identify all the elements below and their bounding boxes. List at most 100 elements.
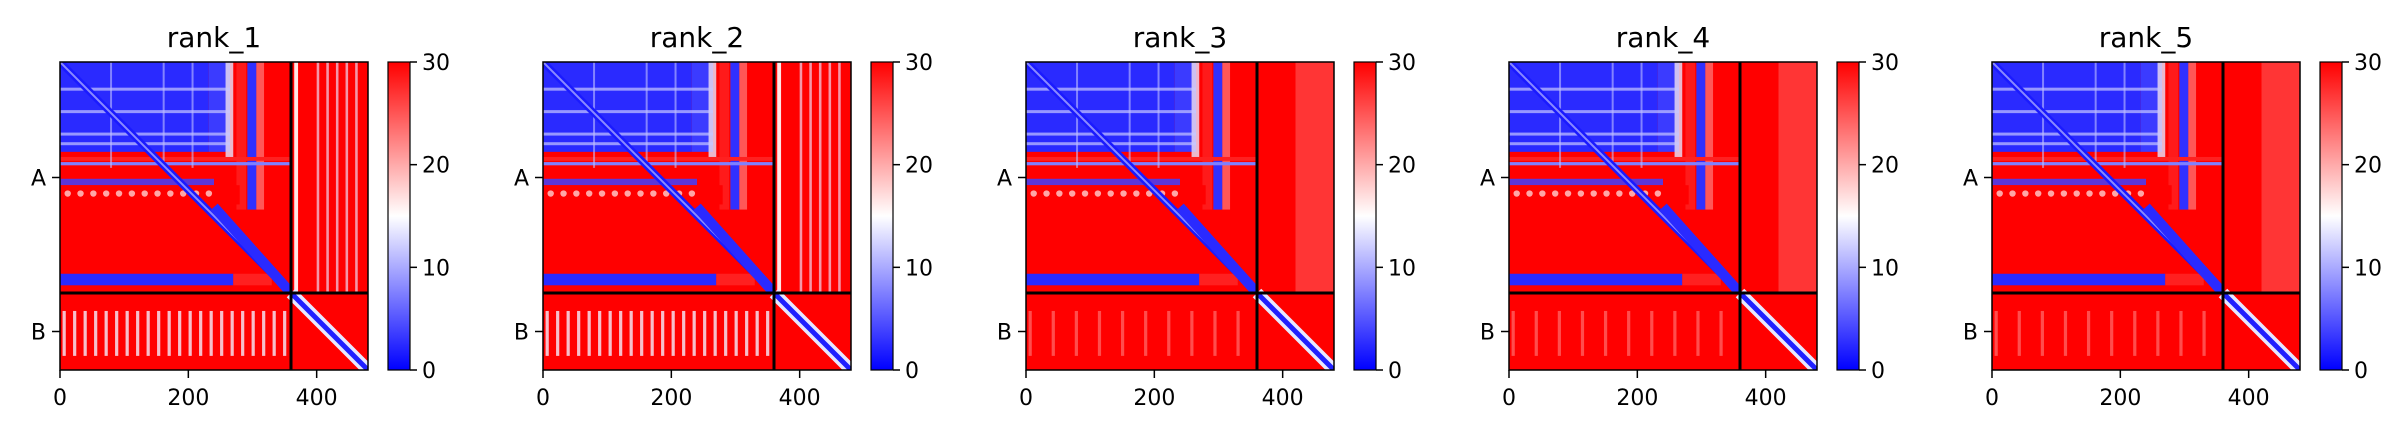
pae-interchain-b-stripe <box>1719 310 1723 356</box>
pae-pink-vband <box>1705 62 1714 210</box>
pae-vstripe <box>1128 62 1131 168</box>
pae-blob <box>560 190 567 197</box>
pae-hstripe <box>1026 110 1197 114</box>
pae-interchain-b-stripe <box>629 310 633 356</box>
pae-vstripe <box>1611 62 1614 168</box>
pae-vstripe <box>1640 62 1643 168</box>
heatmap-area <box>1026 62 1334 370</box>
pae-interchain-b-stripe <box>2040 310 2044 356</box>
x-tick-label: 200 <box>1616 386 1658 411</box>
pae-block-aa-edge <box>2140 62 2163 152</box>
pae-bottom-blue <box>543 273 717 286</box>
colorbar-tick-label: 10 <box>2354 256 2382 281</box>
pae-diagonal-tail <box>693 203 778 297</box>
pae-interchain-b-stripe <box>125 310 129 356</box>
pae-blob <box>1577 190 1585 197</box>
pae-interchain-b-stripe <box>146 310 150 356</box>
plot-frame <box>59 61 369 371</box>
pae-blob <box>688 190 696 197</box>
pae-blob <box>102 190 110 197</box>
pae-interchain-b-stripe <box>587 310 591 356</box>
pae-blob <box>179 190 187 197</box>
pae-bottom-blue <box>1992 273 2166 286</box>
colorbar-tick-label: 20 <box>1871 154 1899 179</box>
pae-mid-blue <box>1509 178 1663 186</box>
pae-red-hline <box>543 156 774 161</box>
pae-blob <box>77 190 84 197</box>
pae-interchain-b-stripe <box>671 310 675 356</box>
plot-frame <box>1991 61 2301 371</box>
colorbar-tick-label: 0 <box>1871 359 1885 384</box>
pae-interchain-b-stripe <box>1534 310 1538 356</box>
pae-bottom-blue <box>1026 273 1200 286</box>
pae-interchain-b-stripe <box>1603 310 1608 356</box>
pae-interchain-b-stripe <box>1673 310 1677 356</box>
pae-interchain-ba <box>1509 293 1740 370</box>
pae-block-aa-edge <box>1657 62 1680 152</box>
pae-interchain-b-stripe <box>262 310 266 356</box>
pae-interchain-b-stripe <box>2179 310 2183 356</box>
pae-hstripe <box>60 110 231 114</box>
pae-mid-red-2 <box>1509 185 1689 205</box>
pae-interchain-stripe <box>355 62 358 293</box>
pae-interchain-b-stripe <box>230 310 234 356</box>
pae-blob <box>1996 190 2003 197</box>
pae-interchain-b-stripe <box>94 310 98 356</box>
pae-interchain-tint <box>2261 62 2300 293</box>
pae-interchain-b-stripe <box>272 310 276 356</box>
pae-blue-hline <box>60 162 291 166</box>
pae-interchain-b-stripe <box>199 310 203 356</box>
pae-blob <box>141 190 148 197</box>
colorbar-frame <box>1353 61 1377 371</box>
pae-mid-red-2 <box>60 185 240 205</box>
pae-interchain-b-stripe <box>1994 310 1998 356</box>
heatmap-panel-4: rank_4 0 200 400 A B 0 10 20 30 <box>1480 21 1899 411</box>
x-tick-label: 0 <box>1985 386 1999 411</box>
pae-interchain-b-stripe <box>661 310 665 356</box>
pae-hstripe <box>543 110 714 114</box>
colorbar-tick-label: 20 <box>422 154 450 179</box>
colorbar-tick-label: 30 <box>1871 51 1899 76</box>
heatmap-area <box>60 62 368 370</box>
pae-blob <box>1056 190 1063 197</box>
y-tick-label: B <box>1480 321 1495 346</box>
pae-block-aa-edge <box>208 62 231 152</box>
pae-blob <box>128 190 136 197</box>
pae-interchain-stripe <box>326 62 329 293</box>
pae-interchain-b-stripe <box>83 310 87 356</box>
colorbar-tick-label: 0 <box>1388 359 1402 384</box>
pae-blob <box>1603 190 1610 197</box>
colorbar-tick-label: 10 <box>1388 256 1416 281</box>
colorbar-frame <box>387 61 411 371</box>
pae-vstripe <box>2094 62 2097 168</box>
pae-hstripe <box>1026 132 1197 136</box>
pae-interchain-b-stripe <box>73 310 77 356</box>
pae-blob <box>1551 190 1559 197</box>
pae-blob <box>2137 190 2145 197</box>
pae-blob <box>547 190 554 197</box>
pae-block-aa-edge <box>1174 62 1197 152</box>
pae-diagonal-b <box>772 291 851 370</box>
pae-interchain-b-stripe <box>1120 310 1125 356</box>
pae-interchain-b-stripe <box>2156 310 2160 356</box>
pae-interchain-b-stripe <box>167 310 171 356</box>
pae-diagonal-b <box>289 291 368 370</box>
y-tick-label: B <box>31 321 46 346</box>
pae-blob <box>1628 190 1636 197</box>
pae-hstripe <box>1509 110 1680 114</box>
pae-blob <box>624 190 631 197</box>
pae-interchain-b-stripe <box>2202 310 2206 356</box>
pae-interchain-stripe <box>335 62 339 293</box>
pae-mid-red <box>60 168 208 179</box>
pae-mid-red-2 <box>543 185 723 205</box>
pae-hstripe <box>1992 87 2163 91</box>
pae-blob <box>1081 190 1089 197</box>
pae-blue-vband <box>2179 62 2189 210</box>
pae-blob <box>115 190 123 197</box>
heatmap-panel-1: rank_1 0 200 400 A B 0 10 20 30 <box>31 21 450 411</box>
x-tick-label: 400 <box>2228 386 2270 411</box>
pae-hstripe <box>543 87 714 91</box>
colorbar-tick-label: 0 <box>2354 359 2368 384</box>
